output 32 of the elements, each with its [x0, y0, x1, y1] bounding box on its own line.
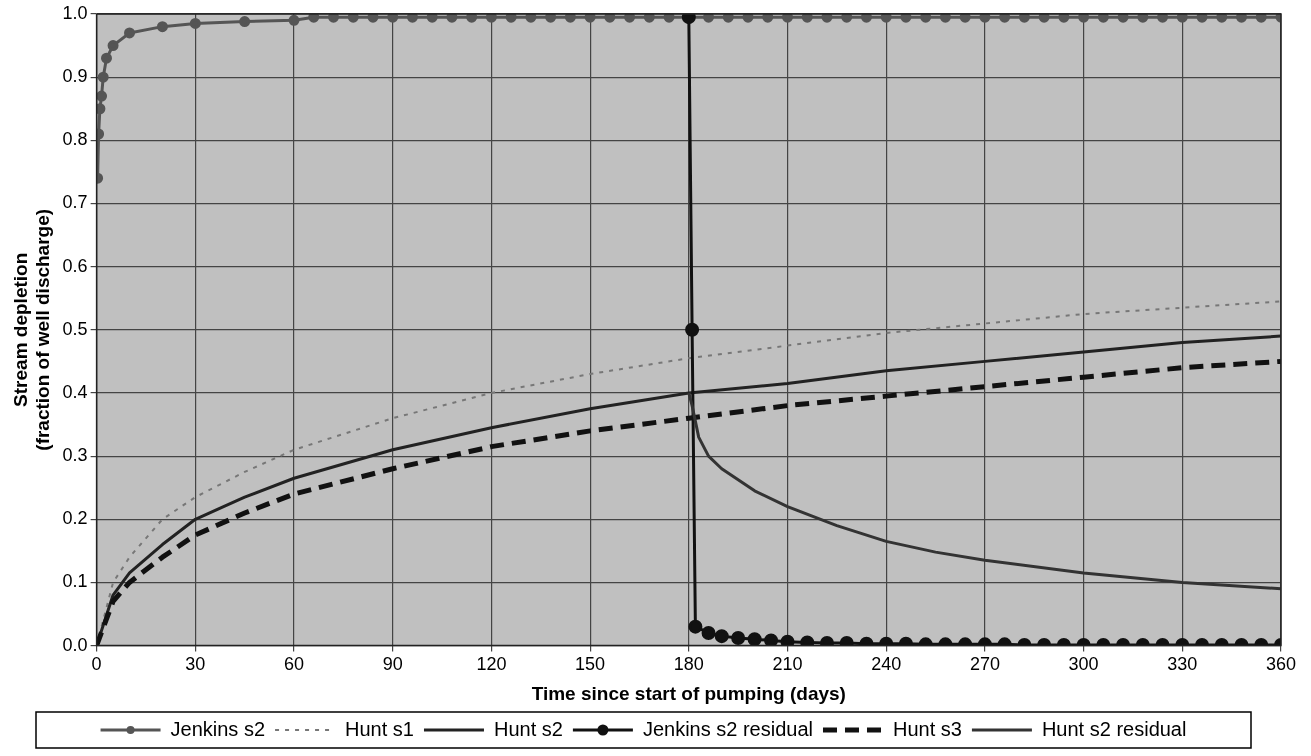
y-tick-label: 0.5: [62, 318, 88, 339]
x-tick-label: 210: [772, 654, 803, 675]
legend-label: Hunt s3: [892, 717, 962, 740]
x-axis-title: Time since start of pumping (days): [531, 682, 846, 704]
x-tick-label: 120: [476, 654, 507, 675]
y-tick-label: 0.8: [62, 129, 88, 150]
legend-label: Jenkins s2: [170, 717, 266, 740]
x-tick-label: 300: [1068, 654, 1099, 675]
y-tick-label: 0.0: [62, 634, 88, 655]
legend-label: Hunt s1: [345, 717, 414, 740]
x-tick-label: 30: [185, 654, 206, 675]
x-tick-label: 240: [871, 654, 902, 675]
y-axis-title: Stream depletion (fraction of well discharge): [9, 208, 54, 451]
x-tick-label: 150: [575, 654, 606, 675]
x-tick-label: 270: [969, 654, 1000, 675]
y-tick-label: 0.3: [62, 445, 88, 466]
y-tick-label: 0.2: [62, 508, 88, 529]
y-tick-label: 0.9: [62, 66, 88, 87]
x-tick-label: 180: [673, 654, 704, 675]
y-tick-label: 0.6: [62, 255, 88, 276]
y-tick-label: 0.1: [62, 571, 88, 592]
x-tick-label: 60: [284, 654, 305, 675]
legend-label: Hunt s2: [493, 717, 563, 740]
y-tick-label: 0.4: [62, 381, 88, 402]
legend-label: Hunt s2 residual: [1041, 717, 1187, 740]
x-tick-label: 330: [1167, 654, 1198, 675]
x-tick-label: 90: [382, 654, 403, 675]
x-tick-label: 360: [1265, 654, 1297, 675]
y-tick-label: 1.0: [62, 2, 88, 23]
legend-label: Jenkins s2 residual: [642, 717, 813, 740]
x-tick-label: 0: [91, 654, 102, 675]
y-tick-label: 0.7: [62, 192, 88, 213]
